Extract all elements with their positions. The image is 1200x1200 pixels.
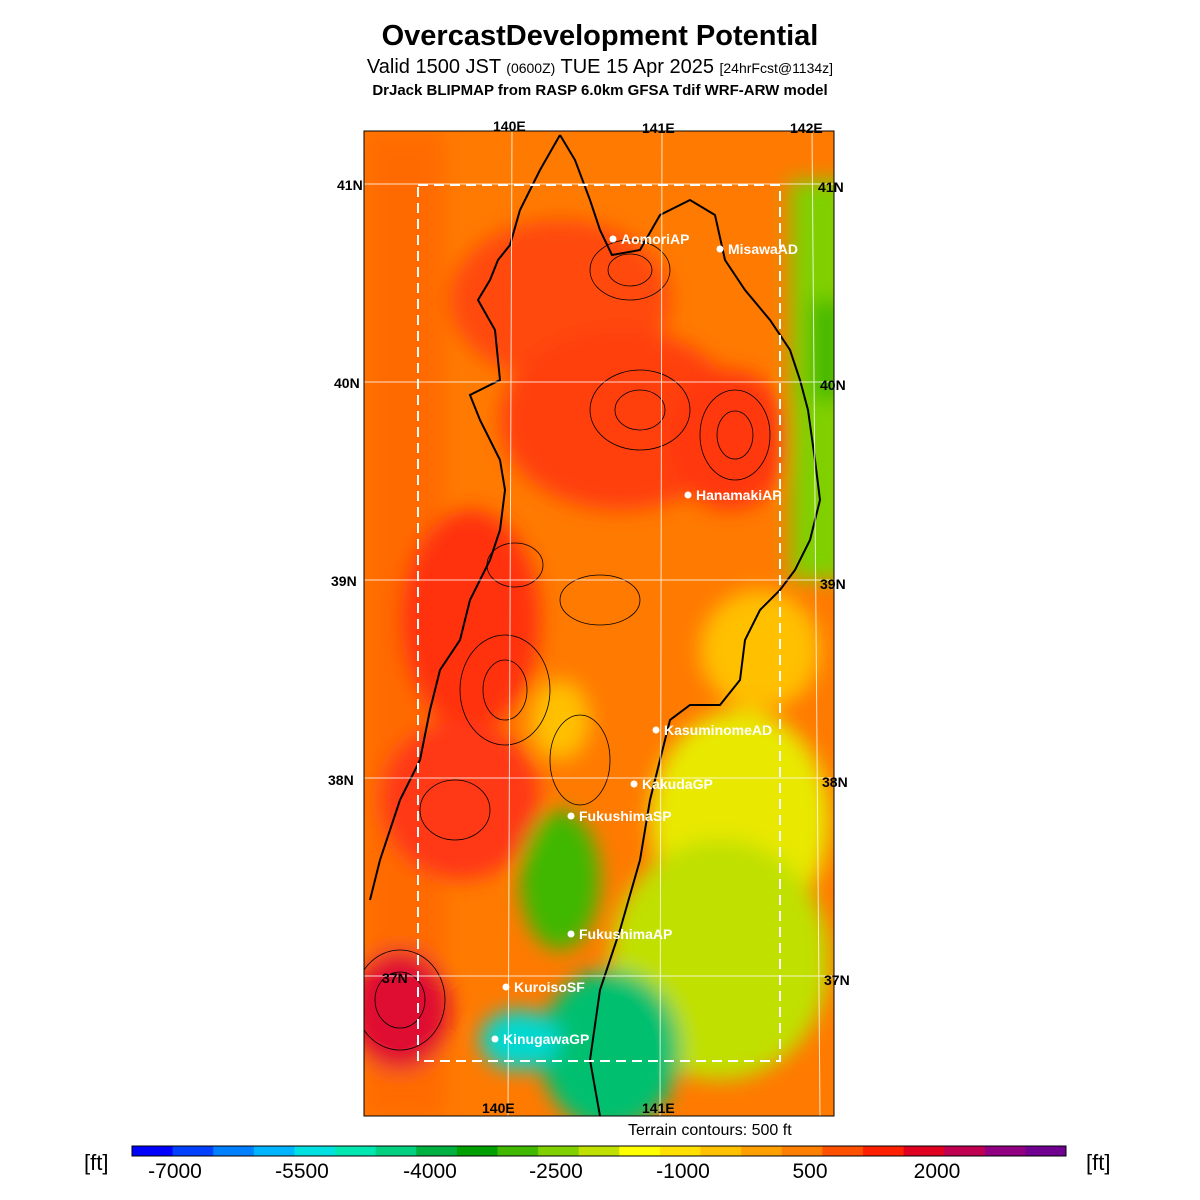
forecast-info: [24hrFcst@1134z]	[719, 60, 834, 76]
station-markers	[491, 235, 724, 1043]
station-hanamakiap: HanamakiAP	[696, 487, 782, 503]
colorbar-swatch	[294, 1146, 336, 1156]
lon-label-top-142: 142E	[790, 120, 823, 136]
colorbar-tick-label: -2500	[529, 1160, 583, 1183]
valid-time: Valid 1500 JST (0600Z) TUE 15 Apr 2025 […	[0, 56, 1200, 79]
colorbar-swatch	[416, 1146, 458, 1156]
colorbar-tick-label: 2000	[913, 1160, 961, 1183]
colorbar-swatch	[944, 1146, 986, 1156]
colorbar-swatch	[497, 1146, 539, 1156]
lat-label-left-41: 41N	[337, 177, 363, 193]
station-labels: AomoriAP MisawaAD HanamakiAP KasuminomeA…	[503, 231, 798, 1047]
station-kuroisosf: KuroisoSF	[514, 979, 585, 995]
colorbar-swatch	[862, 1146, 905, 1156]
lat-label-left-38: 38N	[328, 772, 354, 788]
colorbar-swatch	[659, 1146, 702, 1156]
colorbar-swatch	[741, 1146, 783, 1156]
coastline	[369, 134, 822, 1116]
station-aomoriap: AomoriAP	[621, 231, 689, 247]
colorbar-tick-label: -1000	[656, 1160, 710, 1183]
lat-label-left-40: 40N	[334, 375, 360, 391]
inner-domain-box	[417, 184, 781, 1062]
colorbar-tick-label: -7000	[148, 1160, 202, 1183]
station-kasuminomead: KasuminomeAD	[664, 722, 772, 738]
lon-label-bottom-141: 141E	[642, 1100, 675, 1116]
terrain-contour-note: Terrain contours: 500 ft	[628, 1122, 792, 1139]
lat-label-left-39: 39N	[331, 573, 357, 589]
lon-label-bottom-140: 140E	[482, 1100, 515, 1116]
colorbar-tick-label: -5500	[275, 1160, 329, 1183]
lat-label-right-37: 37N	[824, 972, 850, 988]
station-fukushimaap: FukushimaAP	[579, 926, 672, 942]
model-subtitle: DrJack BLIPMAP from RASP 6.0km GFSA Tdif…	[372, 82, 828, 99]
colorbar	[131, 1145, 1067, 1157]
station-fukushimasp: FukushimaSP	[579, 808, 672, 824]
colorbar-swatch	[172, 1146, 214, 1156]
colorbar-swatch	[700, 1146, 742, 1156]
colorbar-swatch	[781, 1146, 823, 1156]
valid-date: TUE 15 Apr 2025	[555, 56, 720, 78]
colorbar-unit-right: [ft]	[1086, 1150, 1111, 1175]
lon-label-top-141: 141E	[642, 120, 675, 136]
map-field: AomoriAP MisawaAD HanamakiAP KasuminomeA…	[364, 131, 834, 1116]
colorbar-tick-label: 500	[792, 1160, 828, 1183]
station-kakudagp: KakudaGP	[642, 776, 713, 792]
colorbar-unit-left: [ft]	[84, 1150, 109, 1175]
colorbar-swatch	[619, 1146, 661, 1156]
colorbar-swatch	[132, 1146, 174, 1156]
station-kinugawagp: KinugawaGP	[503, 1031, 589, 1047]
colorbar-frame	[131, 1145, 1067, 1157]
lat-label-right-39: 39N	[820, 576, 846, 592]
colorbar-swatch	[335, 1146, 377, 1156]
colorbar-swatch	[253, 1146, 295, 1156]
colorbar-swatch	[984, 1146, 1026, 1156]
lat-label-left-37: 37N	[382, 970, 408, 986]
map-title: OvercastDevelopment Potential	[381, 20, 819, 52]
colorbar-swatch	[456, 1146, 498, 1156]
colorbar-swatch	[903, 1146, 945, 1156]
lat-label-right-38: 38N	[822, 774, 848, 790]
lat-label-right-40: 40N	[820, 377, 846, 393]
valid-zulu: (0600Z)	[506, 60, 556, 76]
colorbar-swatch	[375, 1146, 417, 1156]
terrain-contours	[364, 239, 771, 1051]
colorbar-swatch	[578, 1146, 620, 1156]
station-misawaad: MisawaAD	[728, 241, 798, 257]
colorbar-tick-label: -4000	[403, 1160, 457, 1183]
map-frame	[363, 130, 835, 1117]
lat-label-right-41: 41N	[818, 179, 844, 195]
lon-label-top-140: 140E	[493, 118, 526, 134]
colorbar-swatch	[538, 1146, 580, 1156]
colorbar-swatch	[213, 1146, 255, 1156]
colorbar-swatch	[822, 1146, 864, 1156]
colorbar-swatch	[1025, 1146, 1067, 1156]
valid-prefix: Valid 1500 JST	[366, 56, 507, 78]
